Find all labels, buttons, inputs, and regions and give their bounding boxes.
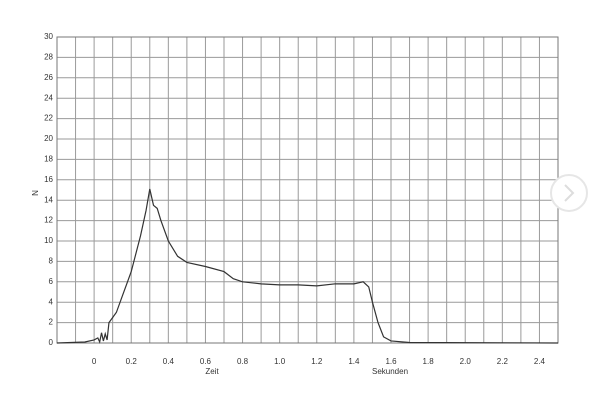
y-tick-label: 0 (49, 338, 54, 347)
y-tick-label: 22 (44, 114, 53, 123)
next-button[interactable] (550, 174, 588, 212)
y-tick-label: 24 (44, 93, 53, 102)
next-icon (564, 184, 575, 202)
y-tick-label: 14 (44, 195, 53, 204)
data-line (56, 188, 559, 344)
x-axis-label: Zeit (205, 367, 219, 376)
y-tick-label: 30 (44, 32, 53, 41)
x-tick-label: 2.0 (460, 357, 472, 366)
x-tick-label: 1.4 (348, 357, 360, 366)
y-tick-label: 28 (44, 53, 53, 62)
x-tick-label: 0.8 (237, 357, 249, 366)
x-tick-label: 0.4 (163, 357, 175, 366)
x-tick-label: 0.2 (126, 357, 138, 366)
y-tick-label: 10 (44, 236, 53, 245)
y-axis-label: N (31, 190, 40, 196)
y-tick-label: 20 (44, 134, 53, 143)
y-tick-label: 6 (49, 277, 54, 286)
x-tick-label: 1.8 (423, 357, 435, 366)
x-tick-label: 0 (92, 357, 97, 366)
x-unit-label: Sekunden (372, 367, 408, 376)
x-tick-label: 1.0 (274, 357, 286, 366)
plot-frame (56, 36, 559, 344)
y-tick-label: 26 (44, 73, 53, 82)
x-tick-label: 2.4 (534, 357, 546, 366)
y-tick-label: 12 (44, 216, 53, 225)
y-tick-label: 8 (49, 257, 54, 266)
x-tick-label: 1.6 (385, 357, 397, 366)
x-tick-label: 1.2 (311, 357, 323, 366)
y-tick-label: 2 (49, 318, 54, 327)
x-tick-label: 0.6 (200, 357, 212, 366)
y-tick-label: 16 (44, 175, 53, 184)
y-tick-label: 18 (44, 155, 53, 164)
y-tick-label: 4 (49, 297, 54, 306)
x-tick-label: 2.2 (497, 357, 509, 366)
